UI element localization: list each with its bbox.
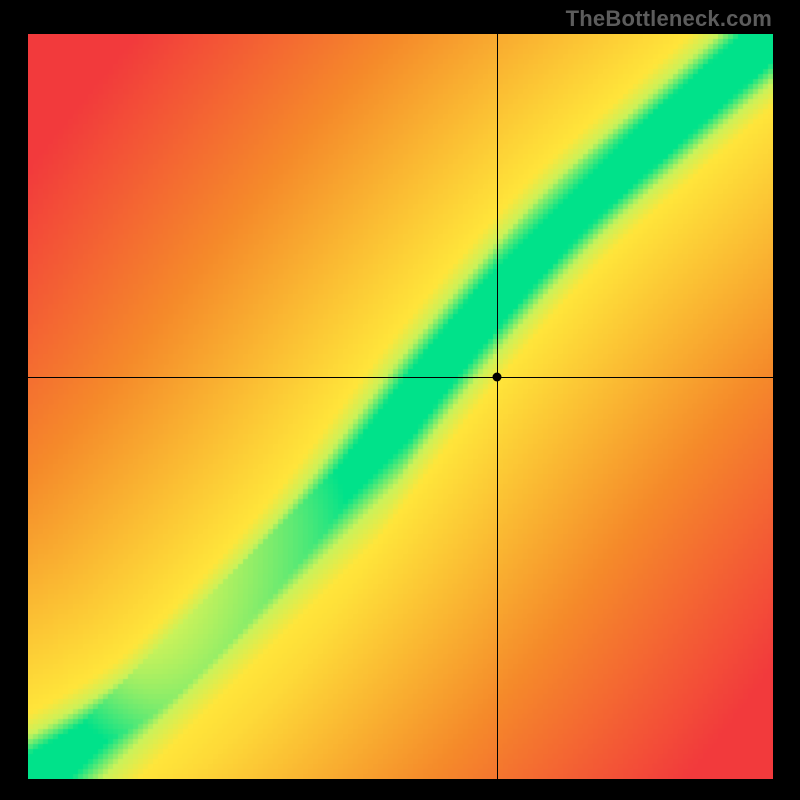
crosshair-horizontal [28,377,773,378]
crosshair-marker [493,372,502,381]
chart-frame: TheBottleneck.com [0,0,800,800]
crosshair-vertical [497,34,498,779]
watermark-text: TheBottleneck.com [566,6,772,32]
heatmap-canvas [28,34,773,779]
bottleneck-heatmap-plot [28,34,773,779]
